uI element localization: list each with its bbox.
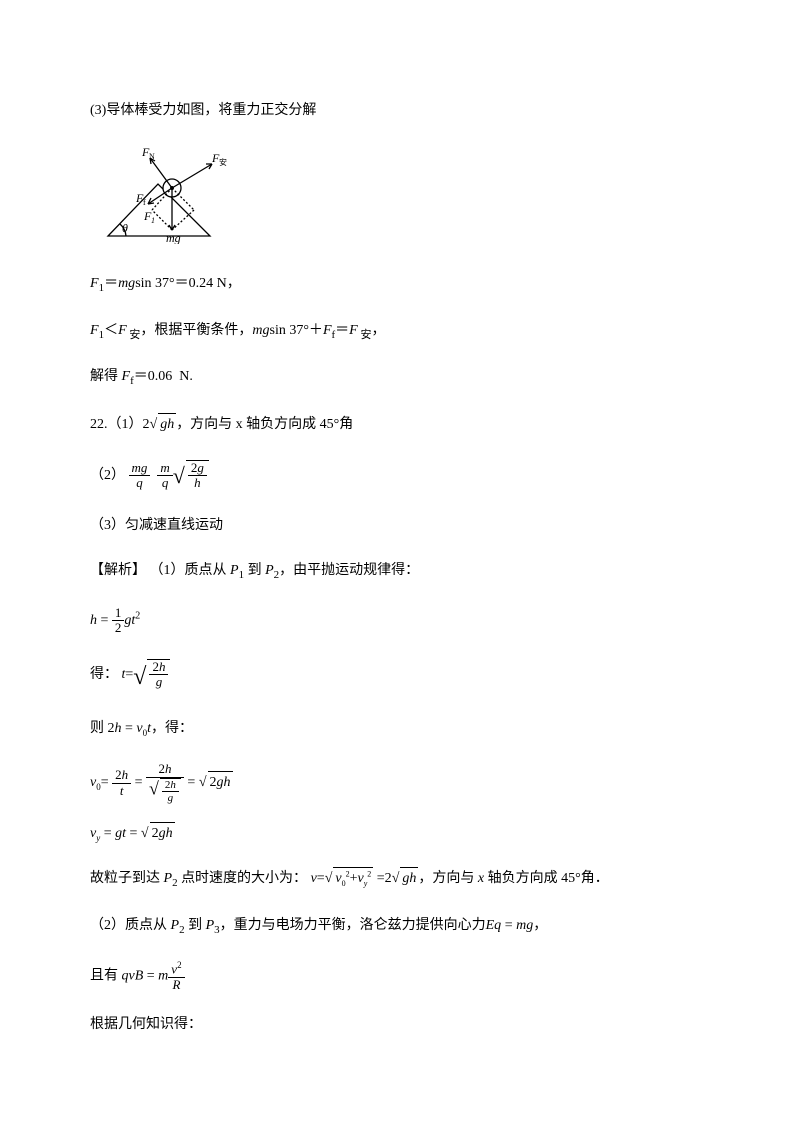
solve-ff: 解得 Ff＝0.06 N. (90, 366, 704, 390)
qvb-line: 且有 qvB = mv2R (90, 961, 704, 992)
q22-ans3: （3）匀减速直线运动 (90, 515, 704, 537)
reach-p2: 故粒子到达 P2 点时速度的大小为： v=√v02+vy2 =2√gh，方向与 … (90, 867, 704, 892)
cond-prefix: F1＜F 安，根据平衡条件， (90, 323, 252, 338)
and-have: 且有 (90, 969, 118, 984)
svg-text:mg: mg (166, 231, 181, 244)
force-diagram: FN F安 Ff F1 mg θ (100, 144, 704, 249)
svg-text:安: 安 (219, 157, 227, 167)
part2-line: （2）质点从 P2 到 P3，重力与电场力平衡，洛仑兹力提供向心力Eq = mg… (90, 915, 704, 939)
q22-a1-pre: 22.（1）2 (90, 417, 150, 432)
q22-a2-label: （2） (90, 468, 125, 483)
f1-condition: F1＜F 安，根据平衡条件，mgsin 37°＋Ff＝F 安， (90, 320, 704, 344)
get-label: 得： (90, 667, 118, 682)
f1-value: ＝mgsin 37°＝0.24 N， (104, 276, 241, 291)
eq-h: h = 12gt2 (90, 606, 704, 636)
reach-p2-b: ，方向与 x 轴负方向成 45°角． (418, 871, 608, 886)
p3-intro: (3)导体棒受力如图，将重力正交分解 (90, 100, 704, 122)
cond-eq: mgsin 37°＋Ff＝F 安， (252, 323, 385, 338)
q22-a1-post: ，方向与 x 轴负方向成 45°角 (176, 417, 353, 432)
geom-line: 根据几何知识得： (90, 1014, 704, 1036)
part2-text: （2）质点从 P2 到 P3，重力与电场力平衡，洛仑兹力提供向心力 (90, 918, 486, 933)
eq-t: 得： t=√2hg (90, 658, 704, 696)
svg-text:N: N (149, 152, 155, 161)
q22-ans1: 22.（1）2√gh，方向与 x 轴负方向成 45°角 (90, 413, 704, 436)
then-pre: 则 (90, 721, 104, 736)
part2-eq: Eq = mg， (486, 918, 548, 933)
svg-text:f: f (143, 198, 146, 207)
eq-vy: vy = gt = √2gh (90, 822, 704, 845)
reach-p2-a: 故粒子到达 P2 点时速度的大小为： (90, 871, 307, 886)
explain-1-text: （1）质点从 P1 到 P2，由平抛运动规律得： (150, 563, 420, 578)
then-post: ，得： (151, 721, 193, 736)
eq-v0: v0= 2ht = 2h√2hg = √2gh (90, 762, 704, 803)
svg-text:θ: θ (122, 221, 128, 235)
svg-text:1: 1 (151, 216, 155, 225)
q22-ans2: （2） mgq mq√2gh (90, 458, 704, 493)
eq-2h: 则 2h = v0t，得： (90, 718, 704, 740)
f1-var: F1 (90, 276, 104, 291)
explain-label: 【解析】 (90, 563, 146, 578)
f1-equation: F1＝mgsin 37°＝0.24 N， (90, 273, 704, 297)
q22-explain-1: 【解析】 （1）质点从 P1 到 P2，由平抛运动规律得： (90, 560, 704, 584)
